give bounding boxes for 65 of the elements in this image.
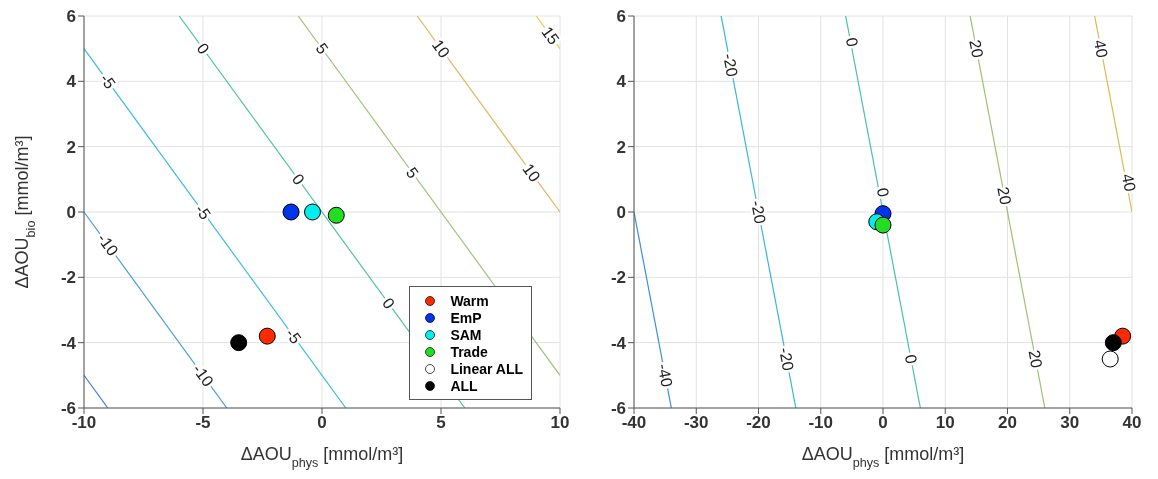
point xyxy=(1101,350,1119,368)
x-tick-label: -5 xyxy=(195,413,211,433)
x-tick-label: 0 xyxy=(878,413,888,433)
annotation: -20 xyxy=(747,199,770,226)
point xyxy=(303,203,321,221)
x-tick-label: 40 xyxy=(1122,413,1142,433)
annotation: 0 xyxy=(873,186,893,199)
annotation: 5 xyxy=(402,164,422,182)
legend-label: EmP xyxy=(450,309,482,326)
y-tick-label: -2 xyxy=(60,268,76,288)
y-tick-label: 0 xyxy=(66,203,76,223)
point xyxy=(327,206,345,224)
legend-label: Warm xyxy=(450,292,489,309)
annotation: 40 xyxy=(1118,172,1139,194)
annotation: 0 xyxy=(379,294,399,313)
y-tick-label: 6 xyxy=(616,7,626,27)
legend-label: ALL xyxy=(450,377,478,394)
point xyxy=(230,334,248,352)
annotation: 15 xyxy=(538,23,563,48)
y-tick-label: 0 xyxy=(616,203,626,223)
point xyxy=(874,216,892,234)
annotation: 10 xyxy=(428,36,454,61)
x-tick-label: -10 xyxy=(808,413,834,433)
point xyxy=(282,203,300,221)
legend-label: Trade xyxy=(450,343,488,360)
annotation: -5 xyxy=(191,201,215,223)
y-tick-label: 4 xyxy=(616,72,627,92)
x-tick-label: 20 xyxy=(998,413,1017,433)
x-tick-label: 0 xyxy=(317,413,327,433)
annotation: -40 xyxy=(654,362,676,389)
legend-label: SAM xyxy=(450,326,482,343)
legend-label: Linear ALL xyxy=(450,360,523,377)
annotation: 40 xyxy=(1090,38,1111,60)
y-tick-label: 6 xyxy=(66,7,76,27)
annotation: 0 xyxy=(193,40,213,58)
annotation: 0 xyxy=(901,353,921,366)
y-tick-label: 2 xyxy=(66,137,76,157)
y-tick-label: 4 xyxy=(66,72,77,92)
annotation: 20 xyxy=(966,38,987,60)
y-tick-label: 2 xyxy=(616,137,626,157)
x-tick-label: -30 xyxy=(683,413,709,433)
x-axis-title: ΔAOU$_{phys}$ [mmol/m³] xyxy=(240,444,404,470)
annotation: -10 xyxy=(189,360,217,390)
annotation: 10 xyxy=(519,160,544,186)
annotation: 20 xyxy=(1025,348,1046,370)
annotation: -20 xyxy=(776,346,798,373)
annotation: -5 xyxy=(96,70,119,93)
x-tick-label: 10 xyxy=(550,413,570,433)
annotation: 20 xyxy=(994,185,1015,207)
x-axis-title: ΔAOU$_{phys}$ [mmol/m³] xyxy=(801,444,965,470)
annotation: -5 xyxy=(282,325,305,347)
annotation: -10 xyxy=(94,230,122,260)
x-tick-label: 10 xyxy=(935,413,955,433)
x-tick-label: 30 xyxy=(1060,413,1080,433)
x-tick-label: 5 xyxy=(436,413,446,433)
annotation: 0 xyxy=(288,170,308,189)
annotation: -20 xyxy=(719,52,742,79)
y-tick-label: -2 xyxy=(610,268,626,288)
annotation: 0 xyxy=(842,36,862,49)
x-tick-label: -20 xyxy=(746,413,771,433)
y-tick-label: -4 xyxy=(610,333,627,353)
point xyxy=(258,327,276,345)
y-tick-label: -4 xyxy=(60,333,77,353)
annotation: 5 xyxy=(312,40,332,58)
point xyxy=(1104,334,1122,352)
